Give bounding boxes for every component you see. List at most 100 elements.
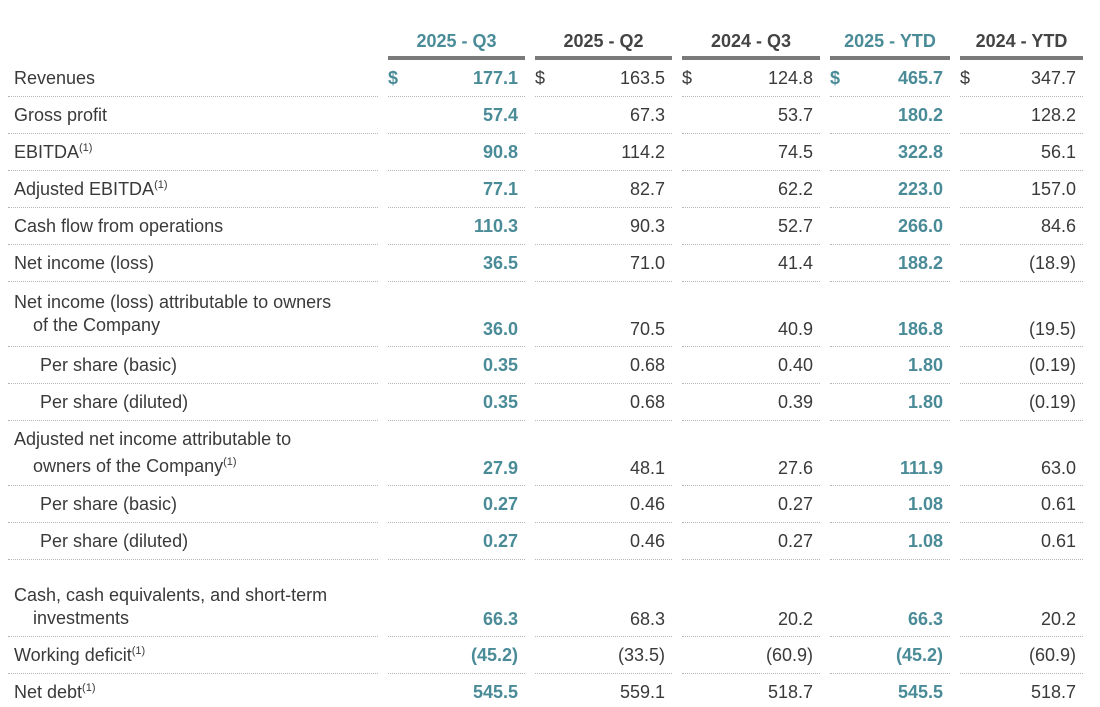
table-row: Cash flow from operations 110.3 90.3 52.7 26… (8, 208, 1083, 245)
value: 90.3 (629, 215, 665, 236)
value: 266.0 (897, 215, 943, 236)
table-row: Per share (diluted) 0.35 0.68 0.39 1.80 (0.19… (8, 384, 1083, 421)
row-label: Revenues (8, 60, 378, 97)
value: 82.7 (629, 178, 665, 199)
label-line: investments (33, 608, 130, 628)
currency-symbol: $ (388, 67, 399, 88)
row-label: Net income (loss) attributable to owners… (8, 282, 378, 347)
value-cell: 545.5 (830, 674, 950, 707)
label-line: Working deficit(1) (14, 644, 146, 665)
value-cell: 70.5 (535, 282, 672, 347)
value: 74.5 (777, 141, 813, 162)
value-cell: 1.08 (830, 523, 950, 560)
value-cell: 41.4 (682, 245, 820, 282)
currency-cell: $177.1 (388, 68, 518, 89)
column-header: 2025 - Q3 (388, 26, 525, 60)
column-header: 2025 - Q2 (535, 26, 672, 60)
value: 0.61 (1040, 530, 1076, 551)
row-label: Per share (diluted) (8, 384, 378, 421)
value: 163.5 (619, 67, 665, 88)
value: (0.19) (1028, 391, 1076, 412)
value: 111.9 (899, 458, 943, 478)
value: 67.3 (629, 104, 665, 125)
financial-table: 2025 - Q3 2025 - Q2 2024 - Q3 2025 - YTD 202… (0, 26, 1093, 707)
table-row: Working deficit(1) (45.2) (33.5) (60.9) (45.… (8, 637, 1083, 674)
row-label: Adjusted net income attributable to owner… (8, 421, 378, 486)
value-cell: 128.2 (960, 97, 1083, 134)
value-cell: 20.2 (960, 560, 1083, 637)
value-cell: 114.2 (535, 134, 672, 171)
footnote-ref: (1) (131, 644, 146, 657)
value-cell: 266.0 (830, 208, 950, 245)
value: 186.8 (897, 319, 943, 339)
value: 36.0 (482, 319, 518, 339)
column-header: 2024 - YTD (960, 26, 1083, 60)
footnote-ref: (1) (79, 141, 93, 154)
value-cell: 188.2 (830, 245, 950, 282)
table-row: Net income (loss) 36.5 71.0 41.4 188.2 (18.9) (8, 245, 1083, 282)
value: 1.80 (907, 391, 943, 412)
value-cell: 48.1 (535, 421, 672, 486)
value-cell: 27.9 (388, 421, 525, 486)
value: (45.2) (895, 644, 943, 665)
value-cell: 62.2 (682, 171, 820, 208)
value: (19.5) (1028, 319, 1076, 339)
value-cell: 0.27 (388, 486, 525, 523)
value: 1.08 (907, 493, 943, 514)
value: 63.0 (1040, 458, 1076, 478)
value: 0.27 (482, 493, 518, 514)
value: 347.7 (1030, 67, 1076, 88)
footnote-ref: (1) (223, 456, 237, 468)
value-cell: 518.7 (682, 674, 820, 707)
value-cell: 36.5 (388, 245, 525, 282)
value: 70.5 (629, 319, 665, 339)
value-cell: 0.27 (682, 486, 820, 523)
row-label: Net income (loss) (8, 245, 378, 282)
value: 128.2 (1030, 104, 1076, 125)
label-line: Per share (diluted) (40, 530, 189, 551)
value: 465.7 (897, 67, 943, 88)
value-cell: 559.1 (535, 674, 672, 707)
value-cell: 90.3 (535, 208, 672, 245)
value: 90.8 (482, 141, 518, 162)
label-line: of the Company (33, 315, 161, 335)
value-cell: 74.5 (682, 134, 820, 171)
value-cell: $163.5 (535, 60, 672, 97)
value: 40.9 (777, 319, 813, 339)
value: 518.7 (1030, 681, 1076, 702)
table-row: Gross profit 57.4 67.3 53.7 180.2 128.2 (8, 97, 1083, 134)
label-line: Cash flow from operations (14, 215, 224, 236)
value: 0.35 (482, 354, 518, 375)
value: 36.5 (482, 252, 518, 273)
currency-cell: $163.5 (535, 68, 665, 89)
row-label: Net debt(1) (8, 674, 378, 707)
row-label: Cash, cash equivalents, and short-term in… (8, 560, 378, 637)
value-cell: 0.40 (682, 347, 820, 384)
value-cell: 66.3 (830, 560, 950, 637)
value-cell: 20.2 (682, 560, 820, 637)
value-cell: 180.2 (830, 97, 950, 134)
value-cell: 57.4 (388, 97, 525, 134)
value-cell: $465.7 (830, 60, 950, 97)
value-cell: 36.0 (388, 282, 525, 347)
value-cell: 52.7 (682, 208, 820, 245)
value: (45.2) (470, 644, 518, 665)
column-header: 2024 - Q3 (682, 26, 820, 60)
value: 124.8 (767, 67, 813, 88)
value-cell: (60.9) (682, 637, 820, 674)
value: 84.6 (1040, 215, 1076, 236)
value: 68.3 (629, 609, 665, 629)
value-cell: $124.8 (682, 60, 820, 97)
value: 322.8 (897, 141, 943, 162)
value: 0.27 (777, 493, 813, 514)
value: 53.7 (777, 104, 813, 125)
row-label: Adjusted EBITDA(1) (8, 171, 378, 208)
value-cell: 157.0 (960, 171, 1083, 208)
value: 0.27 (482, 530, 518, 551)
value-cell: (19.5) (960, 282, 1083, 347)
table-body: Revenues $177.1 $163.5 $124.8 $465.7 $347.7 Gr… (8, 60, 1083, 707)
value-cell: 0.35 (388, 384, 525, 421)
value: 0.27 (777, 530, 813, 551)
value-cell: 0.27 (682, 523, 820, 560)
